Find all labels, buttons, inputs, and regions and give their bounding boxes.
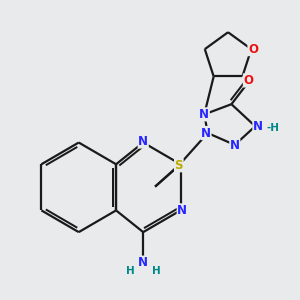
Text: O: O <box>248 43 258 56</box>
Text: H: H <box>126 266 135 276</box>
Text: -H: -H <box>266 123 279 133</box>
Text: N: N <box>138 135 148 148</box>
Text: N: N <box>201 127 211 140</box>
Text: N: N <box>230 139 240 152</box>
Text: N: N <box>177 204 187 217</box>
Text: N: N <box>138 256 148 269</box>
Text: N: N <box>199 108 209 121</box>
Text: O: O <box>243 74 254 87</box>
Text: S: S <box>175 159 183 172</box>
Text: H: H <box>152 266 161 276</box>
Text: N: N <box>253 120 263 133</box>
